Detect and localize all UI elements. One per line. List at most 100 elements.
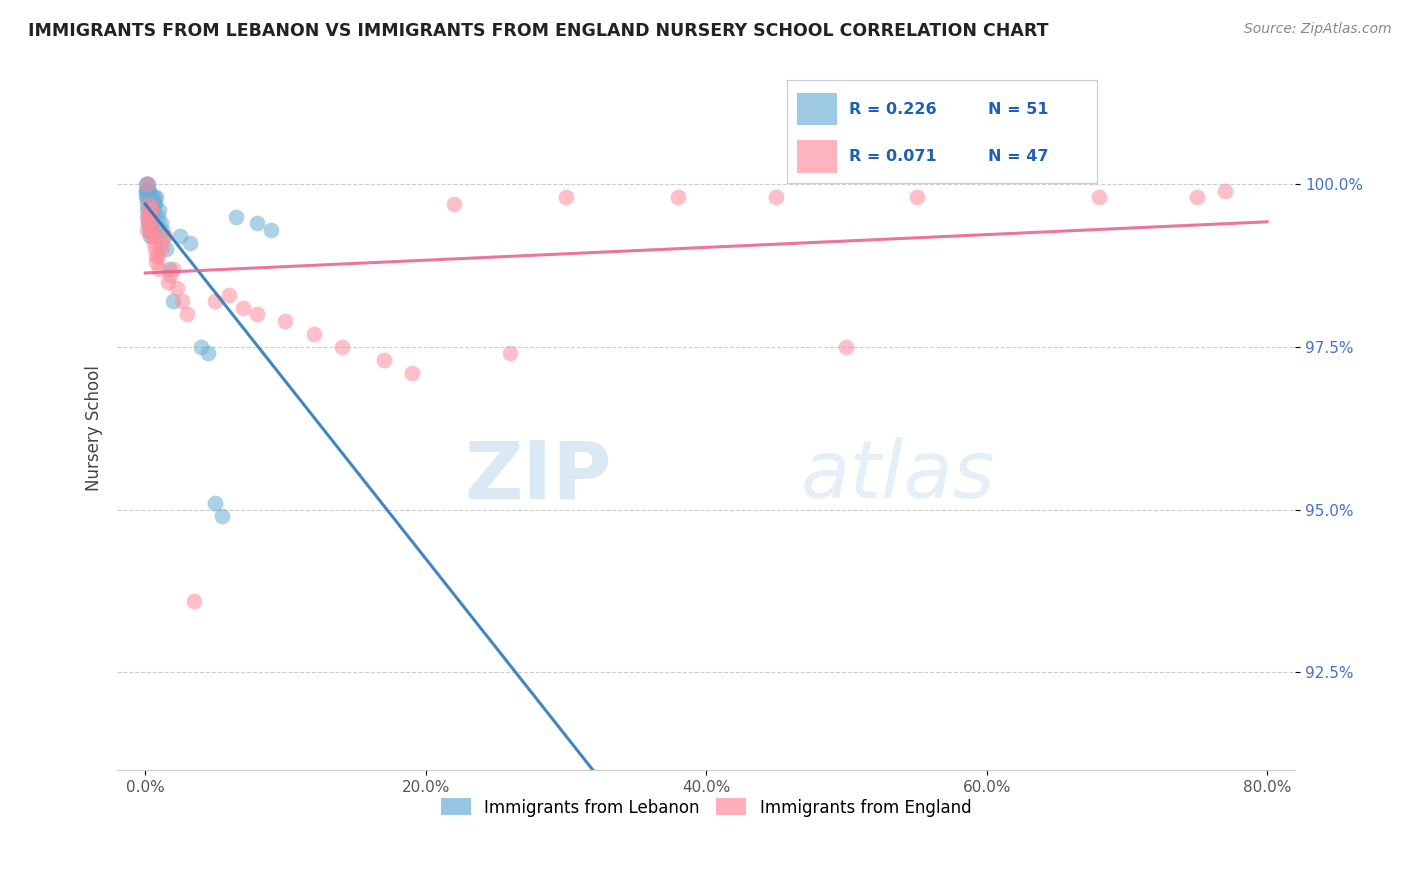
Text: R = 0.226: R = 0.226: [849, 102, 936, 117]
Point: [166, 281, 188, 295]
Point: [145, 255, 167, 269]
Point: [190, 340, 212, 354]
Point: [162, 261, 184, 276]
Point: [197, 346, 219, 360]
Point: [153, 229, 176, 244]
Text: atlas: atlas: [800, 437, 995, 515]
Point: [330, 340, 353, 354]
Point: [142, 216, 165, 230]
Point: [274, 314, 297, 328]
Point: [246, 216, 269, 230]
Point: [765, 190, 787, 204]
Point: [150, 235, 173, 250]
FancyBboxPatch shape: [797, 140, 837, 173]
Point: [155, 242, 177, 256]
Point: [136, 216, 159, 230]
Point: [136, 177, 159, 191]
Point: [555, 190, 578, 204]
Point: [150, 222, 173, 236]
Text: R = 0.071: R = 0.071: [849, 149, 936, 164]
Point: [148, 261, 170, 276]
Point: [136, 210, 159, 224]
Point: [218, 287, 240, 301]
Point: [260, 222, 283, 236]
Point: [149, 242, 172, 256]
Point: [139, 210, 162, 224]
Point: [135, 177, 157, 191]
Point: [169, 229, 191, 244]
Text: ZIP: ZIP: [465, 437, 612, 515]
Point: [666, 190, 689, 204]
Point: [142, 202, 165, 217]
Point: [139, 196, 162, 211]
Point: [135, 177, 157, 191]
Point: [141, 202, 163, 217]
Point: [1088, 190, 1111, 204]
Point: [1213, 184, 1236, 198]
Y-axis label: Nursery School: Nursery School: [86, 365, 103, 491]
Point: [136, 184, 159, 198]
Point: [170, 294, 193, 309]
Point: [232, 301, 254, 315]
Point: [148, 202, 170, 217]
Point: [211, 509, 233, 524]
Point: [136, 190, 159, 204]
Point: [145, 190, 167, 204]
Point: [139, 190, 162, 204]
Point: [135, 184, 157, 198]
Point: [141, 202, 163, 217]
Text: N = 51: N = 51: [988, 102, 1049, 117]
Point: [138, 229, 160, 244]
Point: [499, 346, 522, 360]
Point: [139, 190, 162, 204]
Point: [142, 229, 165, 244]
Point: [401, 366, 423, 380]
Point: [179, 235, 201, 250]
Point: [138, 222, 160, 236]
Point: [373, 352, 395, 367]
Point: [141, 196, 163, 211]
Point: [143, 235, 166, 250]
Point: [141, 229, 163, 244]
Point: [157, 261, 180, 276]
Point: [145, 249, 167, 263]
Point: [302, 326, 325, 341]
Text: IMMIGRANTS FROM LEBANON VS IMMIGRANTS FROM ENGLAND NURSERY SCHOOL CORRELATION CH: IMMIGRANTS FROM LEBANON VS IMMIGRANTS FR…: [28, 22, 1049, 40]
Text: N = 47: N = 47: [988, 149, 1049, 164]
Point: [204, 294, 226, 309]
Point: [141, 190, 163, 204]
Point: [146, 249, 169, 263]
Point: [176, 307, 198, 321]
Point: [139, 196, 162, 211]
Point: [246, 307, 269, 321]
Legend: Immigrants from Lebanon, Immigrants from England: Immigrants from Lebanon, Immigrants from…: [434, 792, 979, 823]
Point: [138, 190, 160, 204]
Point: [143, 190, 166, 204]
Point: [142, 196, 165, 211]
Point: [138, 184, 160, 198]
Point: [135, 177, 157, 191]
Point: [136, 184, 159, 198]
Point: [136, 216, 159, 230]
Point: [135, 184, 157, 198]
Point: [143, 242, 166, 256]
Point: [139, 222, 162, 236]
Point: [162, 294, 184, 309]
Point: [138, 196, 160, 211]
Point: [141, 202, 163, 217]
Point: [139, 196, 162, 211]
FancyBboxPatch shape: [797, 93, 837, 126]
Point: [135, 210, 157, 224]
Point: [135, 184, 157, 198]
Point: [136, 202, 159, 217]
Point: [905, 190, 928, 204]
Point: [159, 268, 181, 282]
Point: [135, 196, 157, 211]
Point: [225, 210, 247, 224]
Point: [152, 229, 174, 244]
Point: [149, 216, 172, 230]
Text: Source: ZipAtlas.com: Source: ZipAtlas.com: [1244, 22, 1392, 37]
Point: [835, 340, 858, 354]
Point: [183, 593, 205, 607]
Point: [136, 222, 159, 236]
